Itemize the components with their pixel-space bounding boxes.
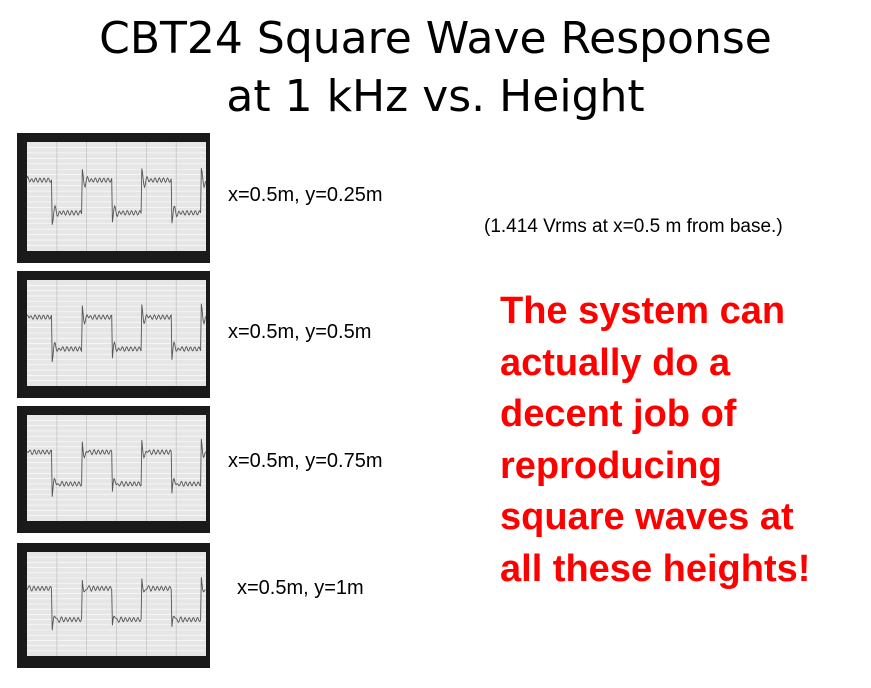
conclusion-line: The system can [500, 290, 786, 332]
oscilloscope-plot-4 [17, 543, 210, 668]
waveform-trace [26, 577, 206, 631]
scope-label-2: x=0.5m, y=0.5m [228, 321, 372, 343]
scope-label-3: x=0.5m, y=0.75m [228, 450, 383, 472]
waveform-trace [26, 303, 206, 363]
title-line-2: at 1 kHz vs. Height [226, 71, 645, 122]
measurement-note: (1.414 Vrms at x=0.5 m from base.) [484, 216, 783, 237]
title-line-1: CBT24 Square Wave Response [99, 13, 772, 64]
conclusion-line: all these heights! [500, 547, 811, 590]
waveform-trace [26, 168, 206, 225]
scope-label-4: x=0.5m, y=1m [237, 577, 364, 599]
conclusion-line: actually do a [500, 341, 731, 384]
conclusion-line: square waves at [500, 496, 794, 538]
conclusion-line: reproducing [500, 444, 722, 487]
oscilloscope-plot-1 [17, 133, 210, 263]
conclusion-text: The system can actually do a decent job … [500, 286, 810, 595]
conclusion-line: decent job of [500, 393, 737, 435]
slide-title: CBT24 Square Wave Response at 1 kHz vs. … [0, 12, 871, 124]
waveform-trace [26, 438, 206, 497]
oscilloscope-plot-2 [17, 271, 210, 398]
oscilloscope-plot-3 [17, 406, 210, 533]
scope-label-1: x=0.5m, y=0.25m [228, 184, 383, 206]
